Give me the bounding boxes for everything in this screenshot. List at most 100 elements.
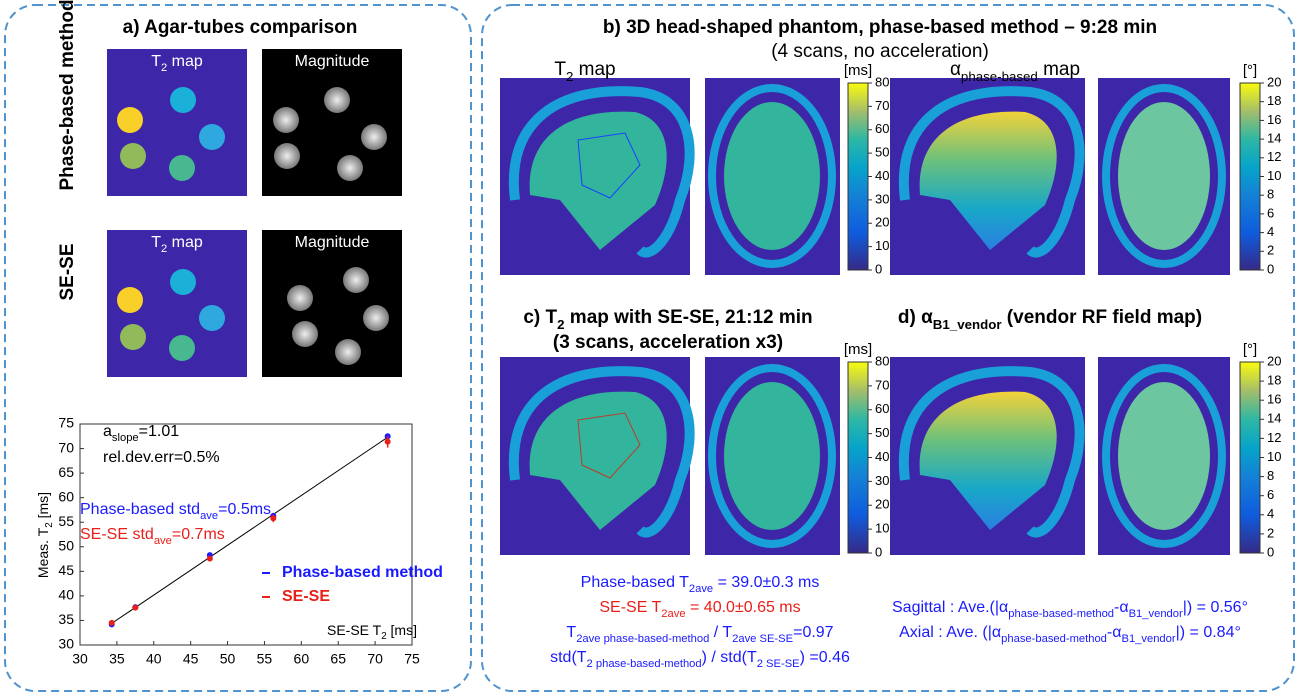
- text-part: T: [151, 234, 161, 251]
- text-part: d) α: [898, 307, 933, 328]
- stat-text: Axial : Ave. (|αphase-based-method-αB1_v…: [899, 624, 1241, 645]
- text-part: = 39.0±0.3 ms: [713, 574, 819, 591]
- data-point: [132, 605, 138, 611]
- panel-subtitle: (3 scans, acceleration x3): [553, 332, 783, 353]
- colorbar-tick-label: 6: [1267, 205, 1274, 220]
- text-part: Magnitude: [295, 53, 370, 70]
- colorbar-unit: [ms]: [844, 341, 872, 358]
- colorbar-tick-label: 40: [875, 168, 889, 183]
- colorbar-tick-label: 60: [875, 121, 889, 136]
- text-part: map: [167, 53, 203, 70]
- text-part: phase-based: [961, 69, 1038, 84]
- figure: a) Agar-tubes comparisonPhase-based meth…: [0, 0, 1301, 697]
- colorbar: [1240, 362, 1260, 553]
- colorbar-tick-label: 14: [1267, 411, 1281, 426]
- text-part: ave: [200, 510, 218, 522]
- text-part: |) = 0.56°: [1183, 599, 1248, 616]
- text-part: ) =0.46: [800, 649, 850, 666]
- text-part: slope: [112, 432, 139, 444]
- text-part: Meas. T: [35, 527, 51, 578]
- text-part: T: [566, 624, 576, 641]
- colorbar-tick-label: 12: [1267, 430, 1281, 445]
- data-point: [109, 620, 115, 626]
- colorbar-tick-label: 16: [1267, 112, 1281, 127]
- text-part: Axial : Ave. (|α: [899, 624, 1001, 641]
- x-tick-label: 45: [183, 651, 199, 667]
- agar-images: [107, 49, 402, 377]
- colorbar-tick-label: 0: [875, 544, 882, 559]
- x-tick-label: 55: [257, 651, 273, 667]
- text-part: Magnitude: [295, 234, 370, 251]
- y-tick-label: 50: [58, 537, 74, 553]
- colorbar-tick-label: 8: [1267, 187, 1274, 202]
- text-part: 2ave: [661, 608, 685, 620]
- data-point: [207, 556, 213, 562]
- x-tick-label: 35: [109, 651, 125, 667]
- text-part: Phase-based std: [80, 501, 200, 518]
- data-point: [385, 439, 391, 445]
- panel-title: c) T2 map with SE-SE, 21:12 min: [523, 307, 812, 332]
- text-part: B1_vendor: [933, 317, 1002, 332]
- x-tick-label: 30: [72, 651, 88, 667]
- colorbar-tick-label: 10: [875, 238, 889, 253]
- colorbar: [848, 83, 868, 270]
- text-part: =1.01: [139, 423, 180, 440]
- legend-label: Phase-based method: [282, 564, 443, 581]
- y-tick-label: 65: [58, 464, 74, 480]
- stat-text: Phase-based T2ave = 39.0±0.3 ms: [581, 574, 820, 595]
- colorbar-tick-label: 10: [875, 521, 889, 536]
- y-tick-label: 45: [58, 562, 74, 578]
- x-tick-label: 75: [404, 651, 420, 667]
- text-part: 2: [566, 69, 573, 84]
- text-part: α: [950, 59, 961, 80]
- colorbar-tick-label: 0: [1267, 261, 1274, 276]
- colorbar-tick-label: 18: [1267, 93, 1281, 108]
- text-part: c) T: [523, 307, 557, 328]
- stat-text: std(T2 phase-based-method) / std(T2 SE-S…: [550, 649, 850, 670]
- image-label: Magnitude: [295, 53, 370, 70]
- x-tick-label: 50: [220, 651, 236, 667]
- x-axis-label: SE-SE T2 [ms]: [327, 622, 417, 642]
- text-part: -α: [1114, 599, 1129, 616]
- colorbar-tick-label: 8: [1267, 468, 1274, 483]
- text-part: phase-based-method: [1008, 608, 1114, 620]
- annotation: rel.dev.err=0.5%: [103, 449, 220, 466]
- x-tick-label: 70: [367, 651, 383, 667]
- x-tick-label: 65: [330, 651, 346, 667]
- text-part: rel.dev.err=0.5%: [103, 449, 220, 466]
- text-part: |) = 0.84°: [1176, 624, 1241, 641]
- colorbar-tick-label: 70: [875, 377, 889, 392]
- colorbar-tick-label: 30: [875, 191, 889, 206]
- colorbar-tick-label: 18: [1267, 373, 1281, 388]
- stat-text: Sagittal : Ave.(|αphase-based-method-αB1…: [892, 599, 1248, 620]
- annotation: Phase-based stdave=0.5ms: [80, 501, 271, 522]
- colorbar-tick-label: 0: [1267, 544, 1274, 559]
- colorbar-tick-label: 40: [875, 449, 889, 464]
- text-part: (vendor RF field map): [1002, 307, 1203, 328]
- row-label: Phase-based method: [57, 0, 78, 191]
- text-part: T: [151, 53, 161, 70]
- text-part: map: [573, 59, 615, 80]
- data-point: [270, 515, 276, 521]
- x-tick-label: 60: [294, 651, 310, 667]
- colorbar-tick-label: 6: [1267, 487, 1274, 502]
- colorbar-unit: [°]: [1243, 341, 1257, 358]
- text-part: [ms]: [35, 492, 51, 522]
- text-part: -α: [1107, 624, 1122, 641]
- colorbar-tick-label: 2: [1267, 243, 1274, 258]
- text-part: SE-SE T: [599, 599, 661, 616]
- colorbar-tick-label: 20: [875, 215, 889, 230]
- image-label: Magnitude: [295, 234, 370, 251]
- y-tick-label: 75: [58, 415, 74, 431]
- y-tick-label: 30: [58, 636, 74, 652]
- colorbar-tick-label: 10: [1267, 449, 1281, 464]
- annotation: SE-SE stdave=0.7ms: [80, 526, 225, 547]
- text-part: = 40.0±0.65 ms: [686, 599, 801, 616]
- stat-text: T2ave phase-based-method / T2ave SE-SE=0…: [566, 624, 833, 645]
- annotation: aslope=1.01: [103, 423, 179, 444]
- row-label: SE-SE: [57, 243, 78, 300]
- y-tick-label: 40: [58, 587, 74, 603]
- colorbar-tick-label: 16: [1267, 392, 1281, 407]
- colorbar-tick-label: 80: [875, 74, 889, 89]
- text-part: ) / std(T: [702, 649, 757, 666]
